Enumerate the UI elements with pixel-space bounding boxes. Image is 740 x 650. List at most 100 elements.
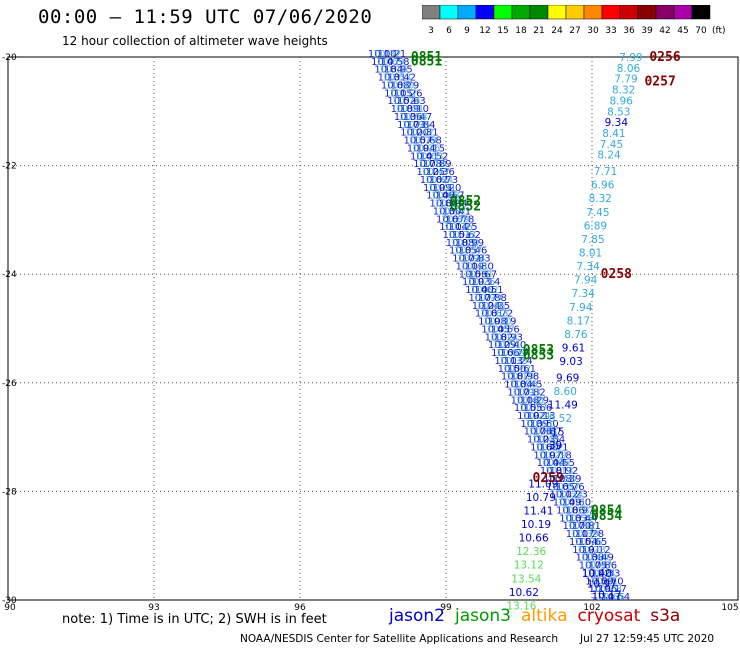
- color-scale-label: 36: [623, 26, 635, 36]
- wave-height-point: 6.96: [591, 180, 615, 192]
- track-point-label: 10.28: [593, 584, 622, 595]
- track-point-label: 10.20: [400, 128, 429, 139]
- track-point-label: 10.55: [564, 513, 593, 524]
- wave-height-point: 9.03: [559, 356, 582, 368]
- track-point-label: 10.73: [430, 175, 459, 186]
- track-point-label: 10.55: [514, 403, 543, 414]
- track-point-label: 10.86: [588, 561, 617, 572]
- track-point-label: 10.33: [592, 568, 621, 579]
- color-scale-label: 3: [428, 26, 434, 36]
- track-point-label: 10.67: [436, 214, 465, 225]
- y-tick-label: -22: [2, 162, 17, 172]
- track-point-label: 10.73: [447, 230, 476, 241]
- track-point-label: 10.77: [519, 403, 548, 414]
- track-point-label: 10.52: [387, 96, 416, 107]
- track-point-label: 10.82: [535, 442, 564, 453]
- track-point-label: 10.95: [384, 65, 413, 76]
- color-scale-label: 15: [497, 26, 508, 36]
- color-scale-label: 39: [641, 26, 653, 36]
- pass-number-label: 0854: [591, 503, 622, 518]
- track-point-label: 10.63: [415, 151, 444, 162]
- track-point-label: 10.46: [477, 301, 506, 312]
- track-point-label: 10.40: [465, 285, 494, 296]
- pass-number-label: 0852: [450, 194, 481, 209]
- wave-height-point: 10.40: [582, 568, 612, 580]
- track-point-label: 10.51: [475, 285, 504, 296]
- wave-height-point: 9.61: [562, 343, 585, 355]
- wave-height-point: 8.52: [549, 413, 572, 425]
- track-point-label: 10.17: [598, 584, 627, 595]
- timestamp-text: Jul 27 12:59:45 UTC 2020: [580, 633, 715, 645]
- pass-number-label: 0853: [523, 349, 554, 364]
- satellite-legend: jason2 jason3 altika cryosat s3a: [389, 606, 690, 626]
- wave-height-point: 8.32: [589, 193, 612, 205]
- track-point-label: 10.40: [515, 395, 544, 406]
- x-tick-label: 90: [4, 603, 16, 613]
- track-point-label: 10.44: [587, 568, 616, 579]
- track-point-label: 10.23: [577, 545, 606, 556]
- track-point-label: 10.56: [459, 269, 488, 280]
- track-point-label: 10.47: [421, 167, 450, 178]
- track-point-label: 10.84: [374, 65, 403, 76]
- track-point-label: 10.62: [470, 285, 499, 296]
- track-point-label: 10.60: [580, 553, 609, 564]
- wave-height-point: 8.24: [597, 150, 621, 162]
- color-scale-label: 21: [533, 26, 544, 36]
- track-point-label: 10.41: [442, 206, 471, 217]
- track-point-label: 10.28: [543, 474, 572, 485]
- track-point-label: 10.40: [498, 340, 527, 351]
- track-point-label: 10.57: [454, 246, 483, 257]
- track-point-label: 10.30: [483, 317, 512, 328]
- track-point-label: 10.52: [420, 151, 449, 162]
- track-point-label: 10.26: [412, 143, 441, 154]
- legend-item-cryosat: cryosat: [577, 606, 641, 626]
- track-point-label: 10.94: [439, 199, 468, 210]
- track-point-label: 10.98: [478, 317, 507, 328]
- track-point-label: 10.28: [576, 529, 605, 540]
- track-point-label: 10.49: [585, 553, 614, 564]
- track-point-label: 10.93: [512, 387, 541, 398]
- track-point-label: 10.14: [490, 332, 519, 343]
- x-tick-label: 102: [583, 603, 600, 613]
- track-point-label: 10.87: [533, 427, 562, 438]
- wave-height-point: 13.16: [506, 600, 536, 612]
- track-point-label: 10.31: [410, 128, 439, 139]
- track-point-label: 10.33: [559, 513, 588, 524]
- wave-height-point: 8.96: [610, 95, 634, 107]
- track-point-label: 10.24: [504, 356, 533, 367]
- track-point-label: 10.20: [433, 183, 462, 194]
- track-point-label: 10.35: [481, 301, 510, 312]
- track-point-label: 10.25: [449, 222, 478, 233]
- color-scale-label: 70: [695, 26, 707, 36]
- track-point-label: 10.88: [478, 293, 507, 304]
- wave-height-point: 8.41: [602, 128, 625, 140]
- track-point-label: 10.62: [420, 175, 449, 186]
- wave-height-point: 7.71: [594, 166, 617, 178]
- track-point-label: 10.29: [538, 450, 567, 461]
- track-point-label: 10.38: [576, 553, 605, 564]
- track-point-label: 10.78: [413, 159, 442, 170]
- track-point-label: 10.98: [528, 427, 557, 438]
- color-scale-label: 9: [464, 26, 470, 36]
- color-scale-label: 12: [479, 26, 490, 36]
- track-point-label: 10.44: [569, 513, 598, 524]
- track-point-label: 10.26: [394, 88, 423, 99]
- pass-number-label: 0258: [601, 267, 632, 282]
- track-point-label: 10.90: [386, 80, 415, 91]
- track-point-label: 10.96: [588, 584, 617, 595]
- track-point-label: 10.99: [455, 238, 484, 249]
- track-point-label: 10.21: [395, 104, 424, 115]
- track-point-label: 10.92: [567, 521, 596, 532]
- color-swatch: [691, 5, 711, 20]
- color-scale-unit: (ft): [712, 26, 726, 36]
- track-point-label: 10.66: [491, 348, 520, 359]
- track-point-label: 10.79: [391, 80, 420, 91]
- track-point-label: 10.87: [551, 482, 580, 493]
- track-point-label: 10.63: [397, 96, 426, 107]
- track-point-label: 10.46: [426, 191, 455, 202]
- track-point-label: 10.13: [527, 411, 556, 422]
- wave-height-point: 15: [551, 427, 564, 439]
- track-point-label: 10.72: [452, 254, 481, 265]
- y-tick-label: -30: [2, 596, 17, 606]
